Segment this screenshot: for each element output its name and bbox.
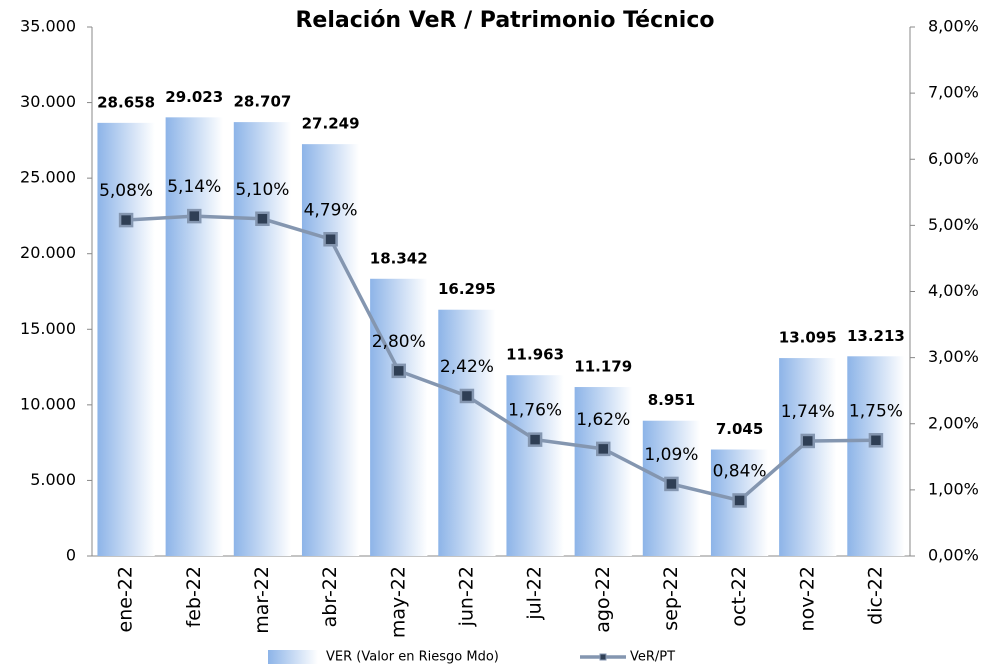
line-value-label: 4,79% xyxy=(304,200,358,220)
bar xyxy=(438,309,496,556)
x-tick-label: abr-22 xyxy=(319,566,341,627)
y2-tick-label: 6,00% xyxy=(928,149,979,168)
y-tick-label: 10.000 xyxy=(20,394,76,413)
marker xyxy=(391,363,406,379)
bar xyxy=(574,387,632,556)
y-tick-label: 30.000 xyxy=(20,92,76,111)
bar xyxy=(97,122,155,556)
line-value-label: 5,14% xyxy=(167,177,221,197)
line-value-label: 0,84% xyxy=(713,461,767,481)
legend-marker xyxy=(599,653,607,661)
y2-tick-label: 7,00% xyxy=(928,83,979,102)
bar-value-label: 13.213 xyxy=(847,327,905,345)
x-tick-label: may-22 xyxy=(387,566,409,638)
line-value-label: 1,75% xyxy=(849,401,903,421)
bar-value-label: 18.342 xyxy=(370,249,428,267)
y-tick-label: 25.000 xyxy=(20,168,76,187)
bar xyxy=(301,144,360,557)
x-tick-label: ago-22 xyxy=(592,566,614,633)
marker xyxy=(800,433,815,449)
line-value-label: 1,09% xyxy=(644,445,698,465)
marker xyxy=(732,493,747,508)
marker xyxy=(459,388,475,404)
marker xyxy=(255,211,270,227)
y2-tick-label: 2,00% xyxy=(928,413,979,432)
y-tick-label: 0 xyxy=(66,546,76,565)
x-tick-label: jul-22 xyxy=(524,566,546,621)
bar-value-label: 16.295 xyxy=(438,280,496,298)
bar-value-label: 8.951 xyxy=(648,391,695,409)
marker xyxy=(596,441,611,457)
x-tick-label: mar-22 xyxy=(251,566,273,634)
x-tick-label: oct-22 xyxy=(728,566,750,627)
x-tick-label: jun-22 xyxy=(455,566,477,627)
x-tick-label: nov-22 xyxy=(796,566,818,631)
bar-value-label: 29.023 xyxy=(165,88,223,106)
y2-tick-label: 8,00% xyxy=(928,17,979,36)
legend-swatch xyxy=(268,650,318,664)
y-tick-label: 15.000 xyxy=(20,319,76,338)
bar xyxy=(165,117,223,557)
line-value-label: 1,74% xyxy=(781,402,835,422)
legend-item: VeR/PT xyxy=(580,650,675,665)
line-value-label: 2,80% xyxy=(372,332,426,352)
bar xyxy=(233,122,292,556)
y-tick-label: 5.000 xyxy=(30,470,76,489)
bar-value-label: 11.963 xyxy=(506,346,564,364)
line-value-label: 1,62% xyxy=(576,410,630,430)
bar-value-label: 11.179 xyxy=(574,358,632,376)
marker xyxy=(118,212,134,228)
bar-value-label: 13.095 xyxy=(779,329,837,347)
bar-value-label: 27.249 xyxy=(302,115,360,133)
marker xyxy=(187,208,202,224)
bar-value-label: 7.045 xyxy=(716,420,763,438)
marker xyxy=(527,432,543,447)
marker xyxy=(868,433,884,448)
x-tick-label: ene-22 xyxy=(115,566,137,632)
y2-tick-label: 5,00% xyxy=(928,215,979,234)
line-value-label: 1,76% xyxy=(508,401,562,421)
legend-label: VER (Valor en Riesgo Mdo) xyxy=(326,650,499,665)
marker xyxy=(323,232,338,247)
y2-tick-label: 1,00% xyxy=(928,479,979,498)
line-value-label: 2,42% xyxy=(440,357,494,377)
line-value-label: 5,10% xyxy=(235,180,289,200)
bar-value-label: 28.658 xyxy=(97,93,155,111)
y2-tick-label: 3,00% xyxy=(928,347,979,366)
bar xyxy=(370,278,428,556)
bar xyxy=(847,356,905,556)
bar-value-label: 28.707 xyxy=(233,93,291,111)
x-tick-label: dic-22 xyxy=(864,566,886,625)
x-tick-label: sep-22 xyxy=(660,566,682,631)
marker xyxy=(664,476,679,492)
bar xyxy=(506,375,564,556)
legend-item: VER (Valor en Riesgo Mdo) xyxy=(268,650,499,665)
y2-tick-label: 4,00% xyxy=(928,281,979,300)
line xyxy=(125,214,876,503)
line-value-label: 5,08% xyxy=(99,181,153,201)
y-tick-label: 35.000 xyxy=(20,17,76,36)
y2-tick-label: 0,00% xyxy=(928,546,979,565)
chart-title: Relación VeR / Patrimonio Técnico xyxy=(295,8,714,33)
legend-label: VeR/PT xyxy=(630,650,675,665)
y-tick-label: 20.000 xyxy=(20,243,76,262)
x-tick-label: feb-22 xyxy=(183,566,205,627)
